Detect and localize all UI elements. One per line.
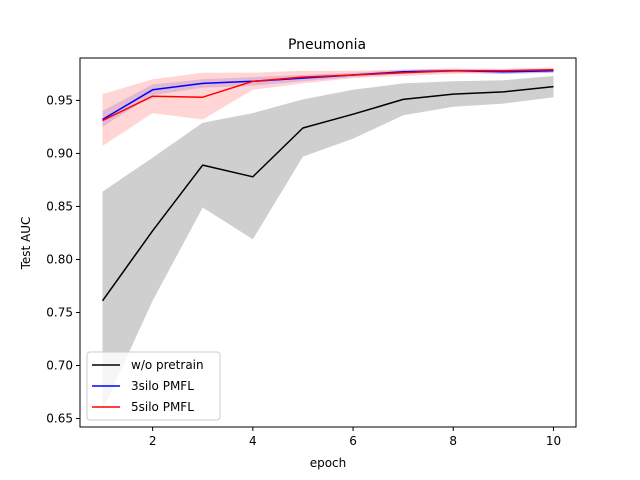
- y-tick-label: 0.65: [46, 412, 73, 426]
- y-axis-ticks: 0.65 0.70 0.75 0.80 0.85 0.90 0.95: [46, 93, 80, 426]
- series-line-1: [101, 85, 554, 302]
- x-tick-label: 8: [449, 434, 457, 448]
- series-lines: [101, 68, 554, 302]
- y-axis-label: Test AUC: [19, 217, 33, 271]
- x-axis-label: epoch: [310, 456, 347, 470]
- band-1: [102, 76, 554, 410]
- legend-label-2: 3silo PMFL: [131, 379, 194, 393]
- series-line-3: [102, 68, 554, 122]
- y-tick-label: 0.85: [46, 199, 73, 213]
- y-tick-label: 0.95: [46, 93, 73, 107]
- legend-label-1: w/o pretrain: [131, 358, 204, 372]
- chart-title: Pneumonia: [288, 37, 366, 53]
- band-3: [102, 67, 554, 146]
- y-tick-label: 0.90: [46, 146, 73, 160]
- x-tick-label: 6: [349, 434, 357, 448]
- y-tick-label: 0.80: [46, 252, 73, 266]
- x-tick-label: 4: [249, 434, 257, 448]
- x-tick-label: 10: [546, 434, 561, 448]
- y-tick-label: 0.70: [46, 359, 73, 373]
- legend-box: [86, 351, 221, 421]
- x-axis-ticks: 2 4 6 8 10: [149, 427, 561, 448]
- legend: w/o pretrain 3silo PMFL 5silo PMFL: [86, 351, 221, 421]
- x-tick-label: 2: [149, 434, 157, 448]
- y-tick-label: 0.75: [46, 305, 73, 319]
- legend-label-3: 5silo PMFL: [131, 400, 194, 414]
- plot-frame: [79, 57, 577, 428]
